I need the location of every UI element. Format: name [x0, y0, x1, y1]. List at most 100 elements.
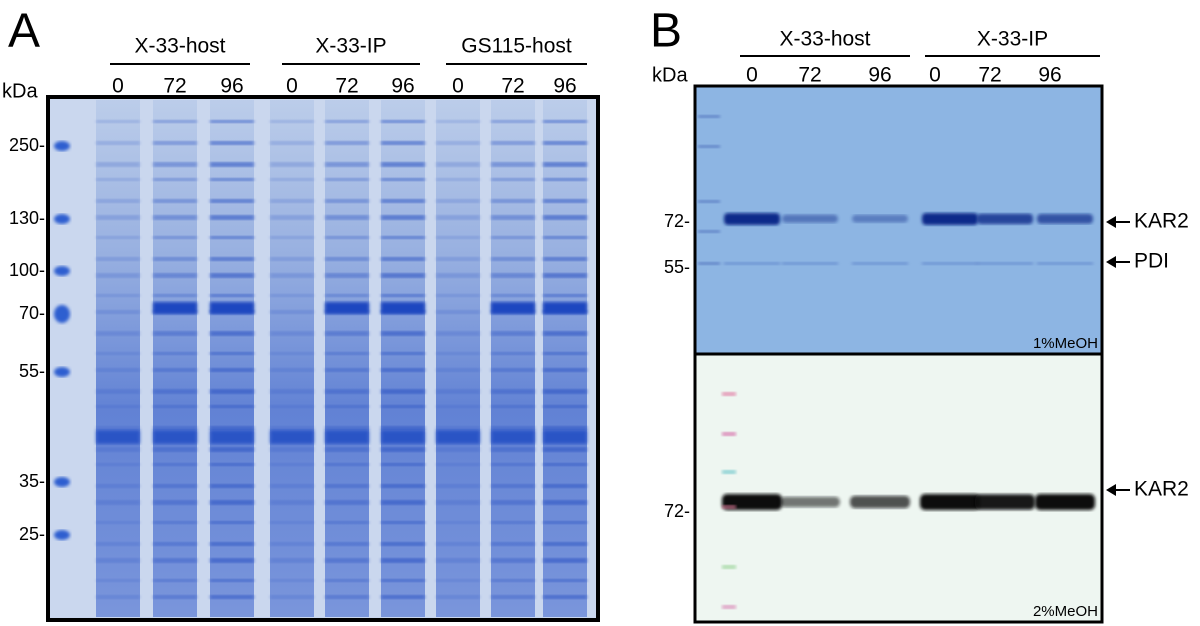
lane [210, 100, 254, 617]
band [381, 542, 425, 546]
band [153, 273, 197, 278]
ladder-band [54, 214, 70, 224]
band [325, 405, 369, 408]
band [543, 141, 587, 145]
lane-label: 96 [1038, 64, 1061, 87]
band [153, 447, 197, 452]
lane-label: 0 [929, 64, 941, 87]
band [210, 273, 254, 278]
band [491, 430, 535, 444]
band [543, 500, 587, 505]
ladder-band [698, 115, 720, 118]
band [543, 426, 587, 430]
band [270, 500, 314, 505]
band [153, 484, 197, 488]
band [491, 352, 535, 355]
band [782, 262, 838, 265]
band [96, 521, 140, 524]
band [543, 331, 587, 336]
band [491, 141, 535, 145]
band [436, 447, 480, 452]
band [325, 500, 369, 505]
band [325, 484, 369, 488]
lane-label: 72 [798, 64, 821, 87]
ladder-band [722, 565, 736, 569]
arrow-head [1106, 484, 1116, 496]
lane-label: 96 [391, 75, 414, 98]
ladder-band [722, 392, 736, 396]
band [436, 141, 480, 145]
lane-label: 72 [335, 75, 358, 98]
band [543, 542, 587, 546]
lane-label: 72 [978, 64, 1001, 87]
band [852, 262, 908, 265]
band-annotation: KAR2 [1134, 478, 1189, 501]
group-label: X-33-host [779, 28, 870, 51]
band [96, 595, 140, 599]
band [922, 262, 978, 265]
band [210, 389, 254, 394]
band [436, 484, 480, 488]
band [543, 579, 587, 582]
band [381, 521, 425, 524]
band [491, 257, 535, 261]
lane [491, 100, 535, 617]
band [436, 352, 480, 355]
band [153, 579, 197, 582]
band [381, 463, 425, 466]
band [96, 215, 140, 220]
band [381, 273, 425, 278]
band [381, 595, 425, 599]
band [210, 558, 254, 563]
marker-label: 72- [664, 501, 690, 521]
band [491, 542, 535, 546]
band [210, 352, 254, 355]
band [96, 405, 140, 408]
band [325, 162, 369, 167]
band [381, 178, 425, 181]
band [543, 199, 587, 203]
band [543, 405, 587, 408]
band [270, 579, 314, 582]
band [96, 430, 140, 444]
band [270, 141, 314, 145]
ladder-band [54, 477, 70, 487]
band [436, 558, 480, 563]
band [850, 495, 910, 509]
band [491, 426, 535, 430]
band [153, 463, 197, 466]
band [543, 447, 587, 452]
band [491, 178, 535, 181]
arrow-head [1106, 216, 1116, 228]
band [852, 214, 908, 223]
band [436, 162, 480, 167]
group-label: X-33-IP [977, 28, 1048, 51]
band [153, 199, 197, 203]
band [153, 141, 197, 145]
band [153, 595, 197, 599]
band [975, 494, 1035, 510]
band [436, 178, 480, 181]
band [381, 579, 425, 582]
ladder-band [54, 305, 70, 323]
lane-label: 0 [452, 75, 464, 98]
band [270, 405, 314, 408]
lane-label: 0 [746, 64, 758, 87]
band [724, 262, 780, 265]
band [325, 120, 369, 123]
band [96, 294, 140, 297]
band [96, 273, 140, 278]
band [325, 141, 369, 145]
band [381, 558, 425, 563]
band [153, 162, 197, 167]
band [436, 257, 480, 261]
band [210, 579, 254, 582]
gel-a [46, 95, 600, 622]
band [96, 199, 140, 203]
lane [436, 100, 480, 617]
band [210, 294, 254, 297]
band [153, 389, 197, 394]
band [543, 389, 587, 394]
band [325, 521, 369, 524]
band [96, 331, 140, 336]
